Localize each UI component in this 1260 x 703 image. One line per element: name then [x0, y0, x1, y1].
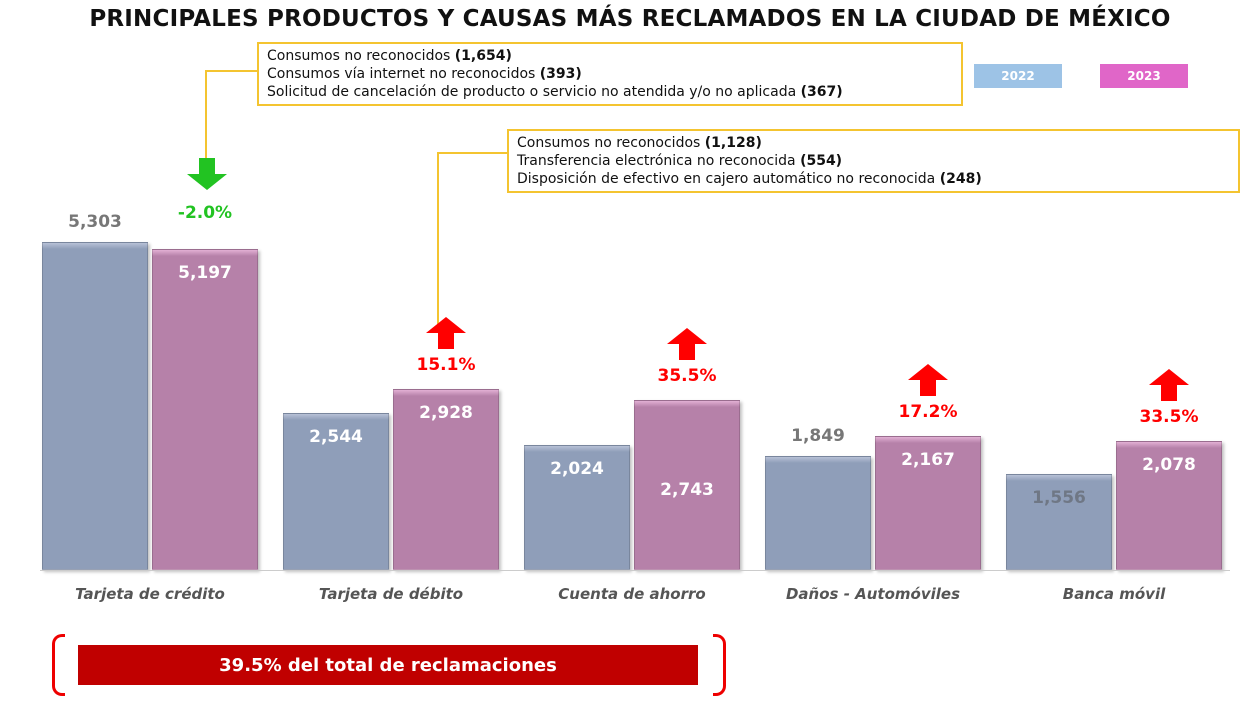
chart-title: PRINCIPALES PRODUCTOS Y CAUSAS MÁS RECLA… [89, 6, 1171, 32]
bar-2023 [875, 435, 981, 570]
category-label: Cuenta de ahorro [558, 585, 706, 603]
bar-2022 [1006, 473, 1112, 570]
value-label: 2,743 [660, 480, 714, 501]
category-label: Tarjeta de débito [318, 585, 464, 603]
arrow-up-shaft [920, 379, 936, 396]
change-percent: 15.1% [416, 354, 476, 375]
value-label: 1,556 [1032, 487, 1086, 508]
connector-line [205, 70, 207, 160]
legend-2023: 2023 [1100, 64, 1188, 88]
left-bracket [52, 634, 65, 696]
bar-2022 [765, 455, 871, 570]
annotation-credito: Consumos no reconocidos (1,654) Consumos… [257, 42, 963, 106]
arrow-up-icon [908, 363, 948, 380]
x-axis-line [40, 570, 1230, 571]
value-label: 2,024 [550, 458, 604, 479]
bar-2022 [42, 242, 148, 570]
bar-2023 [393, 388, 499, 570]
category-label: Banca móvil [1062, 585, 1166, 603]
right-bracket [713, 634, 726, 696]
annotation-line: Consumos no reconocidos (1,128) [517, 135, 762, 151]
annotation-debito: Consumos no reconocidos (1,128) Transfer… [507, 129, 1240, 193]
bar-2023 [152, 248, 258, 570]
bar-2022 [283, 412, 389, 570]
value-label: 5,303 [68, 212, 122, 232]
arrow-up-icon [667, 328, 707, 345]
category-label: Tarjeta de crédito [75, 585, 225, 603]
connector-line [437, 152, 509, 154]
annotation-line: Solicitud de cancelación de producto o s… [267, 84, 843, 100]
value-label: 2,928 [419, 402, 473, 423]
connector-line [437, 152, 439, 328]
bar-2022 [524, 444, 630, 570]
arrow-up-icon [1149, 369, 1189, 386]
arrow-up-shaft [679, 344, 695, 361]
legend-2022: 2022 [974, 64, 1062, 88]
annotation-line: Transferencia electrónica no reconocida … [517, 153, 843, 169]
bar-2023 [1116, 441, 1222, 570]
change-percent: -2.0% [177, 203, 233, 223]
arrow-up-shaft [1161, 385, 1177, 402]
change-percent: 33.5% [1139, 407, 1199, 428]
arrow-down-shaft [199, 158, 215, 174]
category-label: Daños - Automóviles [785, 585, 961, 603]
arrow-up-shaft [438, 332, 454, 349]
total-banner: 39.5% del total de reclamaciones [78, 645, 698, 685]
connector-line [205, 70, 259, 72]
annotation-line: Consumos no reconocidos (1,654) [267, 48, 512, 64]
value-label: 1,849 [791, 425, 845, 446]
change-percent: 17.2% [898, 401, 958, 422]
bar-2023 [634, 400, 740, 570]
value-label: 2,078 [1142, 455, 1196, 476]
arrow-up-icon [426, 316, 466, 333]
annotation-line: Consumos vía internet no reconocidos (39… [267, 66, 582, 82]
value-label: 2,167 [901, 449, 955, 470]
annotation-line: Disposición de efectivo en cajero automá… [517, 171, 982, 187]
arrow-down-icon [187, 174, 227, 190]
value-label: 2,544 [309, 426, 363, 447]
value-label: 5,197 [178, 262, 232, 283]
change-percent: 35.5% [657, 366, 717, 387]
